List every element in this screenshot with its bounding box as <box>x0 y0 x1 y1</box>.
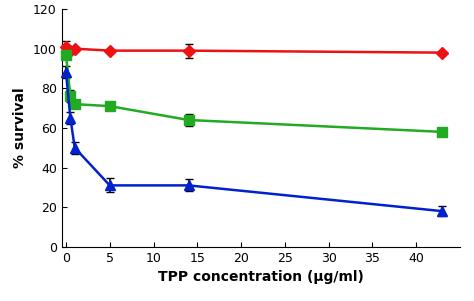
X-axis label: TPP concentration (μg/ml): TPP concentration (μg/ml) <box>158 270 364 284</box>
Y-axis label: % survival: % survival <box>13 88 27 168</box>
